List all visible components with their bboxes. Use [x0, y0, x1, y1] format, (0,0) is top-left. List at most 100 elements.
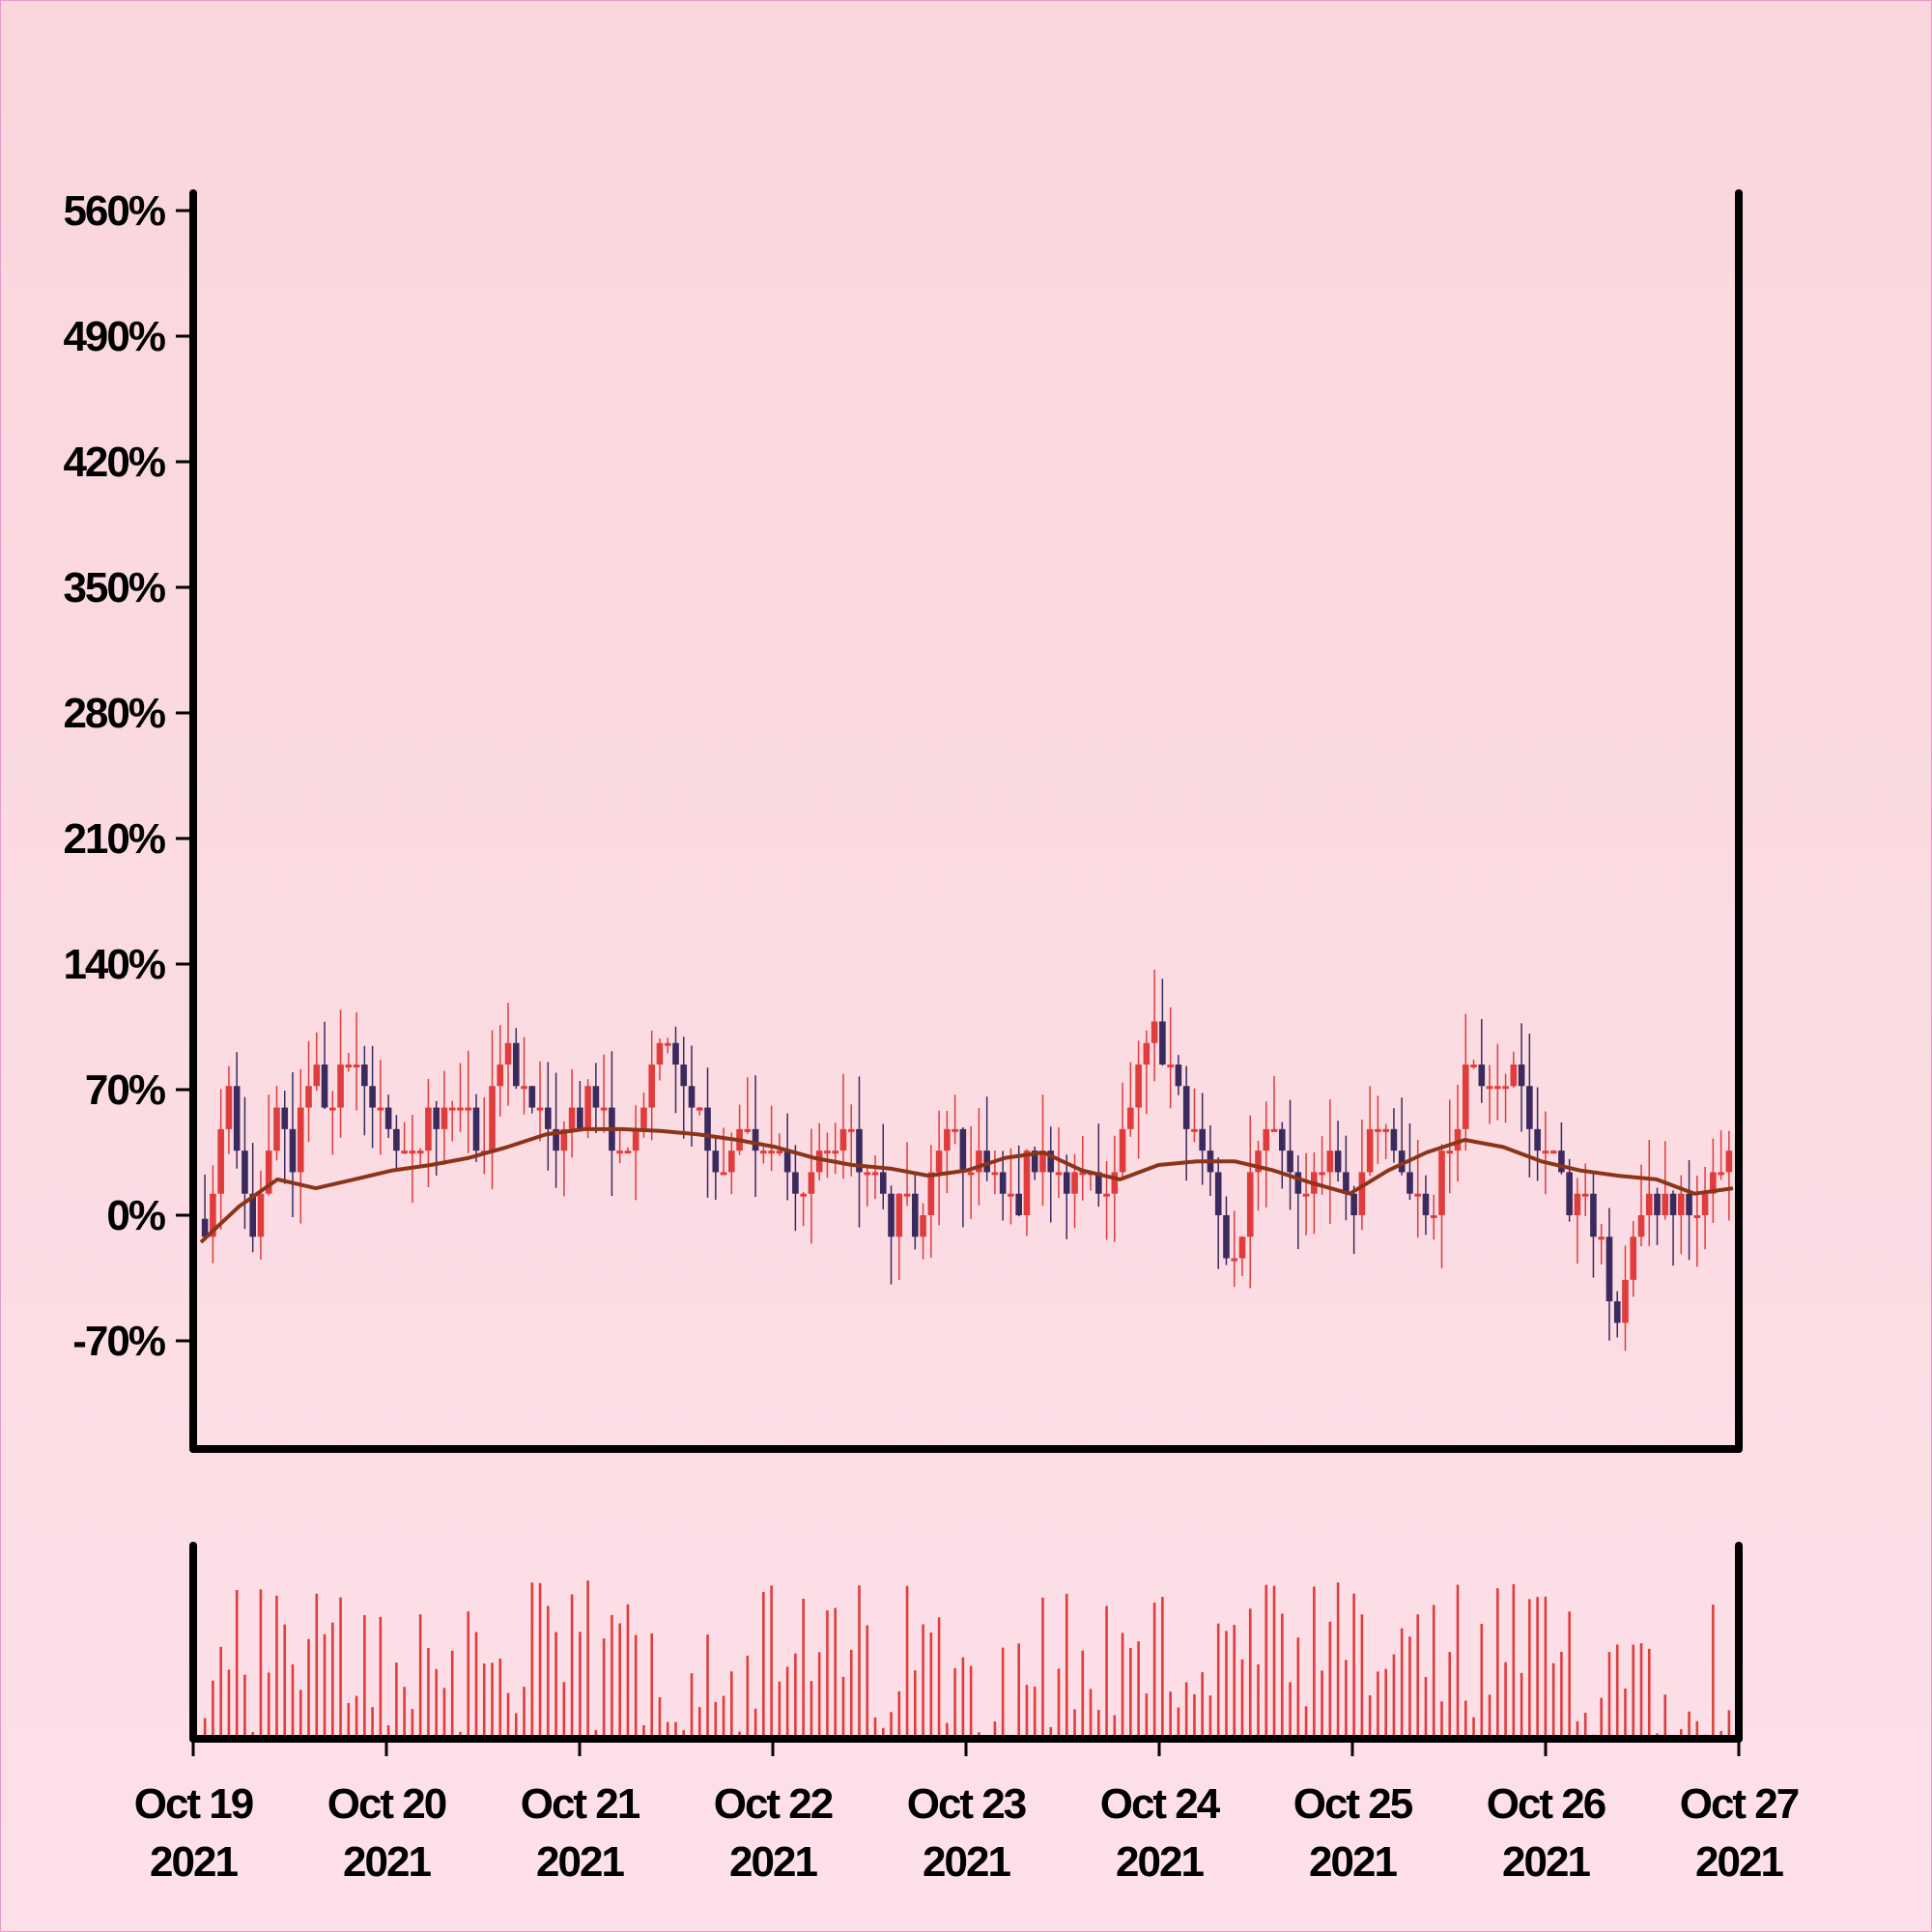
- volume-bar: [562, 1682, 566, 1739]
- candle-body: [815, 1151, 823, 1173]
- volume-bar: [506, 1692, 510, 1739]
- y-tick-label: 420%: [63, 439, 164, 486]
- volume-bar: [1001, 1647, 1005, 1739]
- volume-bars: [203, 1580, 1731, 1739]
- volume-bar: [1345, 1660, 1348, 1739]
- candle-body: [696, 1107, 703, 1111]
- volume-bar: [1432, 1605, 1435, 1739]
- candle-body: [704, 1107, 711, 1151]
- volume-bar: [1719, 1730, 1722, 1739]
- volume-bar: [658, 1696, 662, 1739]
- candle-body: [210, 1193, 216, 1237]
- candle-body: [752, 1128, 759, 1151]
- x-tick-label-year: 2021: [343, 1838, 431, 1886]
- volume-bar: [1096, 1710, 1100, 1739]
- x-tick-label-date: Oct 20: [327, 1780, 446, 1828]
- volume-bar: [330, 1622, 334, 1739]
- volume-bar: [498, 1658, 502, 1739]
- volume-bar: [881, 1727, 885, 1739]
- candle-body: [1486, 1086, 1493, 1090]
- volume-bar: [291, 1663, 295, 1739]
- candle-body: [553, 1128, 559, 1151]
- volume-bar: [1017, 1643, 1020, 1739]
- volume-bar: [1248, 1608, 1252, 1739]
- volume-bar: [1463, 1700, 1467, 1739]
- candle-body: [1375, 1128, 1381, 1132]
- candle-body: [640, 1107, 647, 1129]
- candle-body: [712, 1151, 720, 1173]
- volume-bar: [219, 1646, 222, 1739]
- candle-body: [1534, 1128, 1541, 1151]
- candle-body: [1422, 1193, 1430, 1215]
- candle-body: [1542, 1151, 1549, 1154]
- volume-bar: [1639, 1643, 1643, 1739]
- x-tick-label-date: Oct 23: [907, 1780, 1026, 1828]
- volume-bar: [275, 1595, 278, 1739]
- moving-average-line: [199, 1126, 1734, 1244]
- candle-body: [1662, 1193, 1669, 1215]
- candle-body: [1622, 1279, 1629, 1323]
- candle-body: [632, 1128, 639, 1151]
- y-tick-label: 70%: [85, 1066, 165, 1114]
- volume-bar: [1551, 1662, 1555, 1739]
- volume-bar: [1424, 1676, 1428, 1739]
- volume-bar: [611, 1614, 613, 1739]
- volume-bar: [1201, 1672, 1204, 1739]
- y-tick-label: 560%: [63, 187, 164, 235]
- volume-bar: [267, 1672, 270, 1739]
- volume-bar: [858, 1585, 861, 1739]
- candle-body: [1103, 1193, 1110, 1197]
- volume-bar: [1544, 1596, 1548, 1739]
- candle-body: [720, 1172, 727, 1176]
- candle-body: [1055, 1172, 1063, 1176]
- candle-body: [497, 1065, 504, 1087]
- candle-body: [920, 1215, 926, 1237]
- candle-body: [983, 1151, 990, 1173]
- candle-body: [1182, 1086, 1190, 1129]
- candle-body: [688, 1086, 696, 1108]
- volume-bar: [1137, 1641, 1140, 1739]
- candle-body: [1111, 1172, 1119, 1194]
- volume-bar: [1688, 1711, 1690, 1739]
- volume-bar: [227, 1669, 231, 1739]
- candle-body: [1382, 1128, 1389, 1132]
- volume-bar: [403, 1687, 406, 1739]
- candle-body: [864, 1172, 871, 1176]
- candle-body: [504, 1042, 512, 1065]
- x-tick-label-year: 2021: [729, 1838, 817, 1886]
- volume-bar: [1576, 1720, 1579, 1739]
- candle-body: [225, 1086, 233, 1129]
- volume-bar: [315, 1593, 319, 1739]
- candle-body: [991, 1172, 999, 1176]
- candle-body: [1063, 1172, 1070, 1194]
- volume-bar: [1695, 1720, 1699, 1739]
- x-tick-label-year: 2021: [1309, 1838, 1397, 1886]
- volume-bar: [347, 1702, 351, 1739]
- volume-bar: [523, 1687, 526, 1739]
- volume-bar: [650, 1634, 654, 1739]
- candle-body: [1151, 1021, 1158, 1043]
- candle-body: [305, 1086, 312, 1108]
- candle-body: [201, 1218, 209, 1237]
- candle-body: [768, 1151, 775, 1154]
- candle-body: [856, 1128, 863, 1173]
- volume-bar: [1184, 1682, 1188, 1739]
- candle-body: [1287, 1151, 1293, 1173]
- candle-body: [1598, 1236, 1605, 1240]
- candle-body: [944, 1128, 951, 1151]
- candle-body: [1143, 1042, 1151, 1065]
- volume-bar: [1663, 1694, 1667, 1739]
- volume-bar: [1488, 1694, 1492, 1739]
- volume-bar: [1296, 1637, 1300, 1739]
- candle-body: [1135, 1065, 1142, 1108]
- volume-bar: [802, 1598, 805, 1739]
- candle-body: [1518, 1065, 1525, 1087]
- volume-bar: [450, 1650, 454, 1739]
- candle-body: [912, 1193, 919, 1237]
- volume-bar: [849, 1649, 853, 1739]
- volume-bar: [442, 1688, 446, 1739]
- candle-body: [1725, 1151, 1733, 1173]
- candle-body: [783, 1151, 791, 1173]
- candle-body: [1199, 1128, 1206, 1151]
- volume-bar: [722, 1695, 725, 1739]
